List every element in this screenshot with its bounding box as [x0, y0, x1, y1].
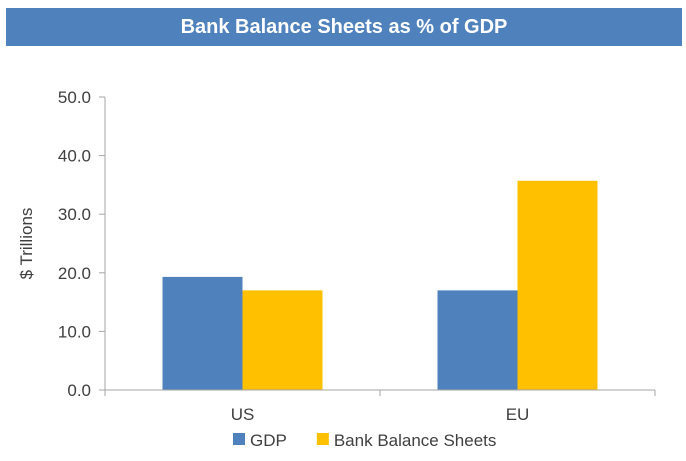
legend-label: GDP [250, 431, 287, 450]
y-tick-label: 30.0 [58, 205, 91, 224]
x-category-label: EU [506, 405, 530, 424]
y-tick-label: 10.0 [58, 322, 91, 341]
chart-title-bar: Bank Balance Sheets as % of GDP [6, 8, 682, 46]
legend-label: Bank Balance Sheets [334, 431, 497, 450]
y-tick-label: 40.0 [58, 147, 91, 166]
x-axis-labels: US EU [231, 405, 530, 424]
bar-gdp-us [162, 276, 243, 390]
chart-title: Bank Balance Sheets as % of GDP [180, 15, 508, 38]
y-tick-label: 50.0 [58, 88, 91, 107]
y-axis-ticks: 0.0 10.0 20.0 30.0 40.0 50.0 [58, 88, 105, 400]
legend-swatch [233, 433, 245, 445]
y-tick-label: 0.0 [67, 381, 91, 400]
chart-axes [104, 97, 656, 396]
bar-bank-balance-sheets-us [242, 290, 323, 390]
x-category-label: US [231, 405, 255, 424]
legend-swatch [316, 433, 329, 445]
y-axis-title: $ Trillions [17, 208, 36, 280]
bar-series [162, 180, 598, 390]
legend: GDP Bank Balance Sheets [233, 431, 496, 450]
bar-bank-balance-sheets-eu [517, 180, 598, 390]
y-tick-label: 20.0 [58, 264, 91, 283]
bar-gdp-eu [437, 290, 518, 390]
